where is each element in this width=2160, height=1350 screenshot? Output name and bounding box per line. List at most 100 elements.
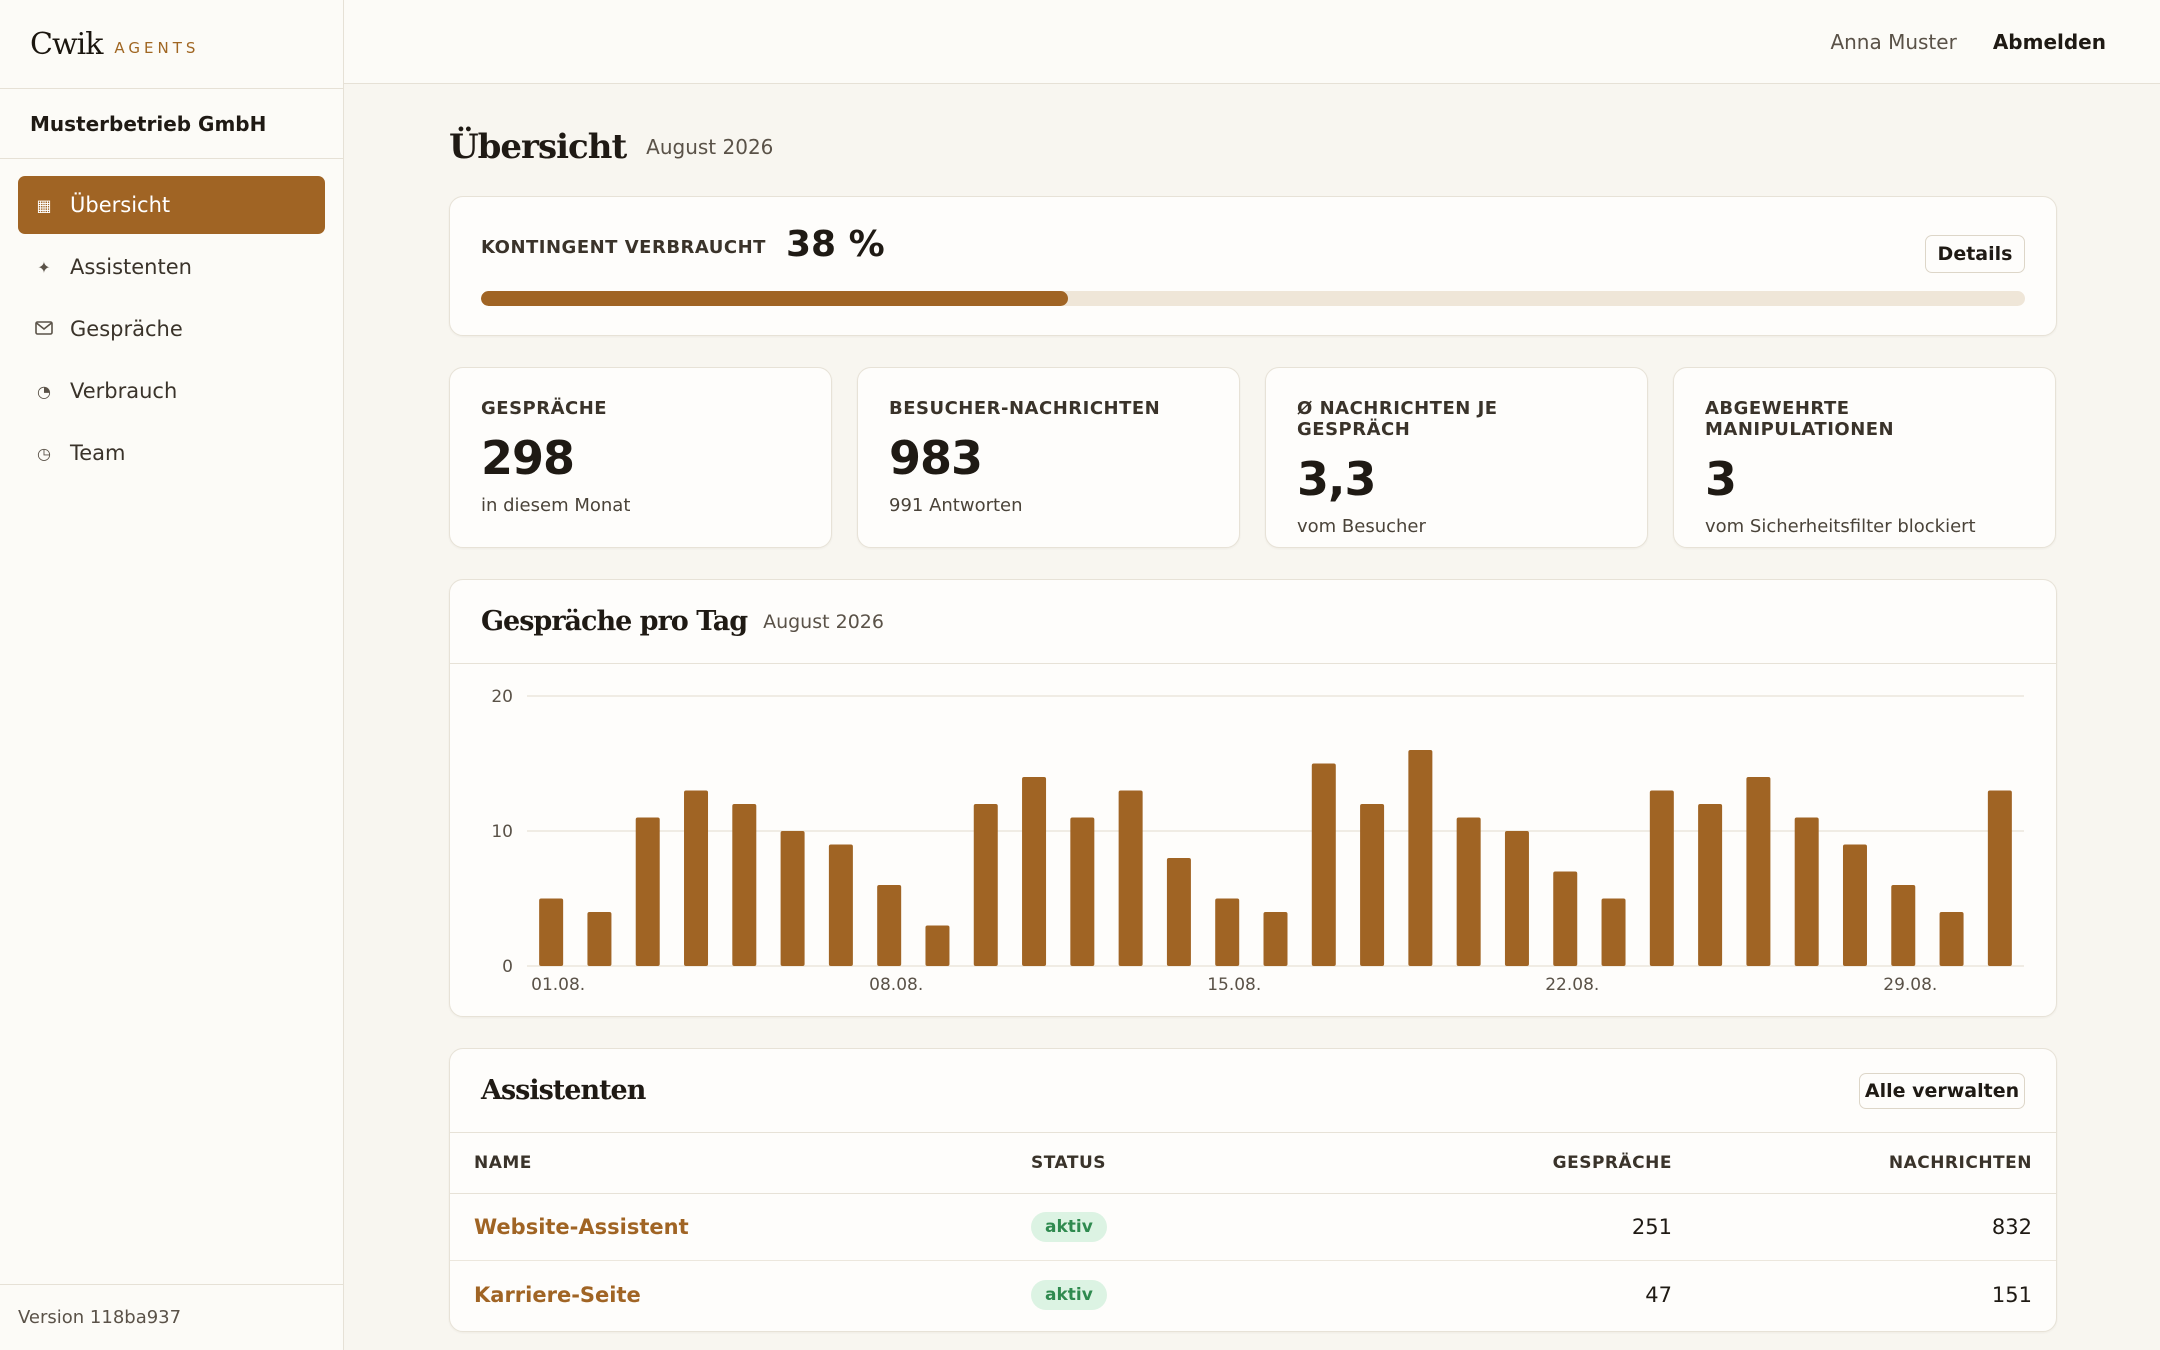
pie-icon: ◔	[37, 381, 51, 401]
conversations-count: 47	[1645, 1282, 1672, 1307]
x-tick-label: 15.08.	[1207, 975, 1261, 995]
organization-name: Musterbetrieb GmbH	[0, 89, 343, 159]
y-tick-label: 20	[491, 687, 513, 707]
brand-subtitle: AGENTS	[114, 39, 200, 57]
chart-bar[interactable]	[780, 831, 805, 966]
column-header-nachrichten[interactable]: NACHRICHTEN	[1888, 1153, 2032, 1173]
main-content: Übersicht August 2026 KONTINGENT VERBRAU…	[449, 84, 2057, 1332]
chart-bar[interactable]	[1553, 871, 1578, 967]
status-badge: aktiv	[1031, 1212, 1107, 1242]
brand-logo: Cwik	[30, 26, 103, 62]
x-tick-label: 08.08.	[869, 975, 923, 995]
sidebar-item-assistenten[interactable]: ✦ Assistenten	[18, 238, 325, 296]
chart-bar[interactable]	[1215, 898, 1240, 967]
stat-label: Ø NACHRICHTEN JE GESPRÄCH	[1297, 398, 1498, 440]
version-label: Version 118ba937	[0, 1284, 343, 1350]
stat-value: 3,3	[1297, 452, 1377, 506]
clock-icon: ◷	[37, 443, 51, 463]
x-tick-label: 22.08.	[1545, 975, 1599, 995]
page-title: Übersicht	[449, 127, 627, 167]
chart-bar[interactable]	[1070, 817, 1095, 967]
assistant-name-link[interactable]: Website-Assistent	[474, 1215, 689, 1239]
stat-subtext: in diesem Monat	[481, 495, 631, 516]
chart-bar[interactable]	[828, 844, 853, 967]
column-header-name[interactable]: NAME	[474, 1153, 532, 1173]
sidebar-item-team[interactable]: ◷ Team	[18, 424, 325, 482]
sidebar-item-label: Verbrauch	[70, 379, 178, 403]
chart-bar[interactable]	[1456, 817, 1481, 967]
assistants-title: Assistenten	[481, 1075, 646, 1106]
user-name[interactable]: Anna Muster	[1830, 29, 1957, 54]
brand[interactable]: Cwik AGENTS	[0, 0, 343, 89]
chart-bar[interactable]	[1166, 858, 1191, 966]
chart-bar[interactable]	[1118, 790, 1143, 967]
chart-bar[interactable]	[1939, 912, 1964, 966]
status-badge: aktiv	[1031, 1279, 1107, 1310]
sidebar-nav: ▦ Übersicht ✦ Assistenten Gespräche ◔ Ve…	[0, 159, 343, 503]
conversations-count: 251	[1631, 1215, 1672, 1239]
chart-bar[interactable]	[1601, 898, 1626, 967]
stat-subtext: vom Sicherheitsfilter blockiert	[1705, 516, 1976, 537]
chart-bar[interactable]	[1987, 790, 2012, 967]
chart-bar[interactable]	[1746, 777, 1771, 966]
sidebar-item-label: Team	[70, 441, 126, 465]
chart-bar[interactable]	[877, 885, 902, 966]
y-tick-label: 10	[491, 822, 513, 842]
sidebar: Cwik AGENTS Musterbetrieb GmbH ▦ Übersic…	[0, 0, 344, 1350]
logout-button[interactable]: Abmelden	[1992, 29, 2106, 54]
chart-bar[interactable]	[1698, 804, 1723, 966]
quota-label: KONTINGENT VERBRAUCHT	[481, 236, 766, 258]
chart-bar[interactable]	[684, 790, 709, 967]
page-subtitle: August 2026	[646, 135, 774, 159]
y-tick-label: 0	[502, 957, 513, 977]
column-header-status[interactable]: STATUS	[1031, 1153, 1107, 1173]
quota-card: KONTINGENT VERBRAUCHT 38 % Details	[449, 196, 2057, 336]
chart-bar[interactable]	[1408, 750, 1433, 966]
assistant-name-link[interactable]: Karriere-Seite	[474, 1282, 641, 1307]
bar-chart: 0 10 20 01.08. 08.08. 15.08. 22.08. 29.08.	[491, 687, 2024, 995]
chart-bar[interactable]	[1794, 817, 1819, 967]
chart-bar[interactable]	[1649, 790, 1674, 967]
chart-bar[interactable]	[1842, 844, 1867, 967]
sidebar-item-label: Gespräche	[70, 317, 183, 341]
stats-row: GESPRÄCHE 298 in diesem Monat BESUCHER-N…	[449, 367, 2057, 548]
chart-bar[interactable]	[539, 898, 564, 967]
chart-bar[interactable]	[1360, 804, 1385, 966]
quota-progress-fill	[481, 291, 1068, 306]
chart-bar[interactable]	[1891, 885, 1916, 966]
mail-icon	[34, 320, 54, 339]
stat-card-nachrichten-je-gespraech: Ø NACHRICHTEN JE GESPRÄCH 3,3 vom Besuch…	[1265, 367, 1648, 548]
table-row[interactable]: Karriere-Seite aktiv 47 151	[450, 1261, 2056, 1328]
chart-subtitle: August 2026	[763, 610, 884, 633]
chart-bar[interactable]	[973, 804, 998, 966]
stat-value: 3	[1705, 452, 1737, 506]
chart-card: Gespräche pro Tag August 2026 0 10 20 01.08…	[449, 579, 2057, 1017]
sparkle-icon: ✦	[37, 257, 51, 277]
stat-card-gespraeche: GESPRÄCHE 298 in diesem Monat	[449, 367, 832, 548]
chart-bar[interactable]	[732, 804, 757, 966]
chart-bar[interactable]	[1263, 912, 1288, 966]
chart-bar[interactable]	[635, 817, 660, 967]
stat-card-besucher-nachrichten: BESUCHER-NACHRICHTEN 983 991 Antworten	[857, 367, 1240, 548]
column-header-gespraeche[interactable]: GESPRÄCHE	[1552, 1153, 1672, 1173]
chart-bar[interactable]	[1504, 831, 1529, 966]
topbar: Anna Muster Abmelden	[344, 0, 2160, 84]
chart-header: Gespräche pro Tag August 2026	[450, 580, 2056, 664]
manage-all-button[interactable]: Alle verwalten	[1859, 1073, 2025, 1109]
table-row[interactable]: Website-Assistent aktiv 251 832	[450, 1194, 2056, 1261]
chart-bar[interactable]	[1311, 763, 1336, 967]
stat-value: 983	[889, 431, 983, 485]
table-header: NAME STATUS GESPRÄCHE NACHRICHTEN	[450, 1133, 2056, 1194]
stat-subtext: vom Besucher	[1297, 516, 1426, 537]
sidebar-item-verbrauch[interactable]: ◔ Verbrauch	[18, 362, 325, 420]
chart-bar[interactable]	[925, 925, 950, 967]
details-button[interactable]: Details	[1925, 235, 2025, 273]
stat-card-abgewehrte-manipulationen: ABGEWEHRTE MANIPULATIONEN 3 vom Sicherhe…	[1673, 367, 2056, 548]
messages-count: 832	[1991, 1215, 2032, 1239]
sidebar-item-uebersicht[interactable]: ▦ Übersicht	[18, 176, 325, 234]
chart-bar[interactable]	[1022, 777, 1047, 966]
sidebar-item-gespraeche[interactable]: Gespräche	[18, 300, 325, 358]
chart-bar[interactable]	[587, 912, 612, 966]
stat-label: ABGEWEHRTE MANIPULATIONEN	[1705, 398, 1895, 440]
chart-title: Gespräche pro Tag	[481, 606, 748, 637]
